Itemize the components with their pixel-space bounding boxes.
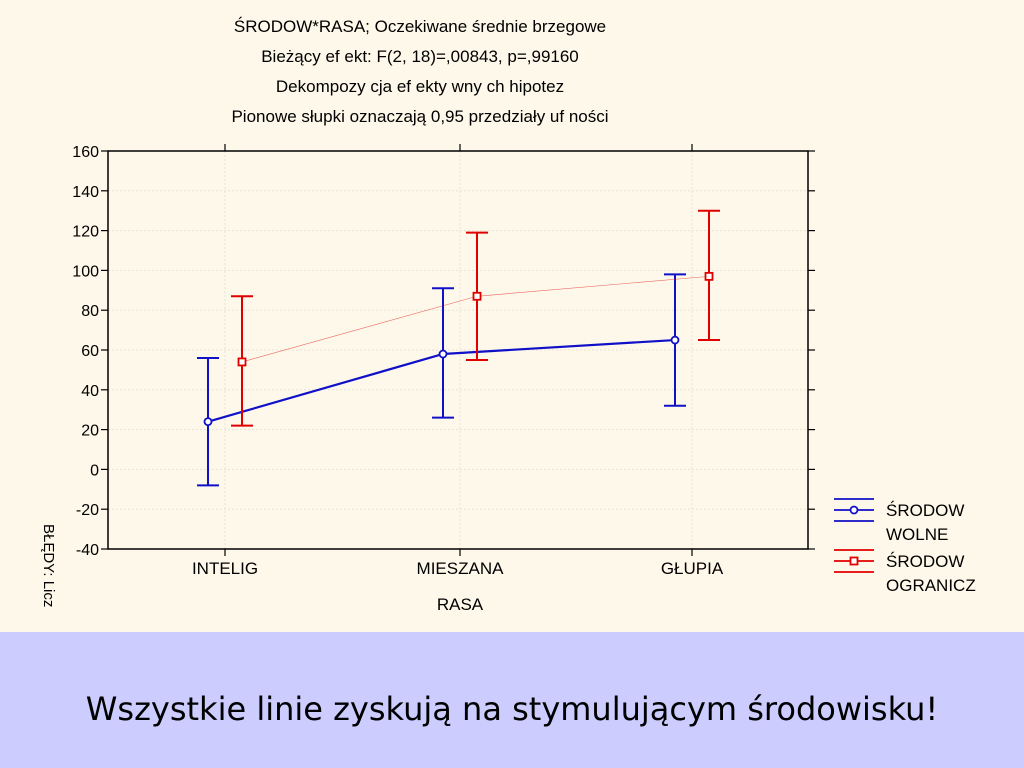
- title-line-4: Pionowe słupki oznaczają 0,95 przedziały…: [231, 107, 608, 126]
- title-line-3: Dekompozy cja ef ekty wny ch hipotez: [276, 77, 564, 96]
- y-tick-label: 140: [72, 184, 99, 201]
- data-point: [438, 349, 448, 359]
- legend-item-2: ŚRODOW OGRANICZ: [834, 549, 976, 595]
- legend: ŚRODOW WOLNE ŚRODOW OGRANICZ: [834, 498, 976, 595]
- legend-item-1: ŚRODOW WOLNE: [834, 498, 964, 544]
- x-axis-label: RASA: [437, 595, 484, 614]
- chart: ŚRODOW*RASA; Oczekiwane średnie brzegowe…: [40, 17, 976, 614]
- series-2: [231, 209, 720, 427]
- y-axis: -40 -20 0 20 40 60 80 100 120 140 160: [72, 144, 815, 559]
- y-tick-label: 160: [72, 144, 99, 161]
- y-tick-label: 60: [81, 343, 99, 360]
- legend-label: ŚRODOW: [886, 501, 964, 520]
- series-line: [241, 276, 710, 363]
- y-tick-label: -20: [76, 502, 99, 519]
- caption-band: [0, 632, 1024, 768]
- data-point: [704, 271, 714, 281]
- x-tick-label: INTELIG: [192, 559, 258, 578]
- data-point: [237, 357, 247, 367]
- y-tick-label: 80: [81, 303, 99, 320]
- x-tick-label: MIESZANA: [417, 559, 505, 578]
- chart-title: ŚRODOW*RASA; Oczekiwane średnie brzegowe…: [231, 17, 608, 126]
- y-tick-label: 100: [72, 263, 99, 280]
- legend-label: WOLNE: [886, 525, 948, 544]
- data-point: [203, 417, 213, 427]
- title-line-1: ŚRODOW*RASA; Oczekiwane średnie brzegowe: [234, 17, 606, 36]
- data-point: [670, 335, 680, 345]
- data-point: [472, 291, 482, 301]
- y-tick-label: 20: [81, 423, 99, 440]
- y-tick-label: -40: [76, 542, 99, 559]
- y-tick-label: 120: [72, 224, 99, 241]
- legend-marker: [849, 505, 859, 515]
- legend-label: OGRANICZ: [886, 576, 976, 595]
- series-1: [197, 273, 686, 487]
- grid-lines: [108, 151, 808, 549]
- series-layer: [197, 209, 720, 487]
- y-tick-label: 40: [81, 383, 99, 400]
- legend-label: ŚRODOW: [886, 552, 964, 571]
- x-tick-label: GŁUPIA: [661, 559, 724, 578]
- y-tick-label: 0: [90, 462, 99, 479]
- x-axis: INTELIG MIESZANA GŁUPIA: [192, 144, 724, 578]
- legend-marker: [849, 556, 859, 566]
- caption-text: Wszystkie linie zyskują na stymulującym …: [85, 690, 939, 728]
- side-label: BŁĘDY: Licz: [40, 524, 57, 607]
- title-line-2: Bieżący ef ekt: F(2, 18)=,00843, p=,9916…: [261, 47, 579, 66]
